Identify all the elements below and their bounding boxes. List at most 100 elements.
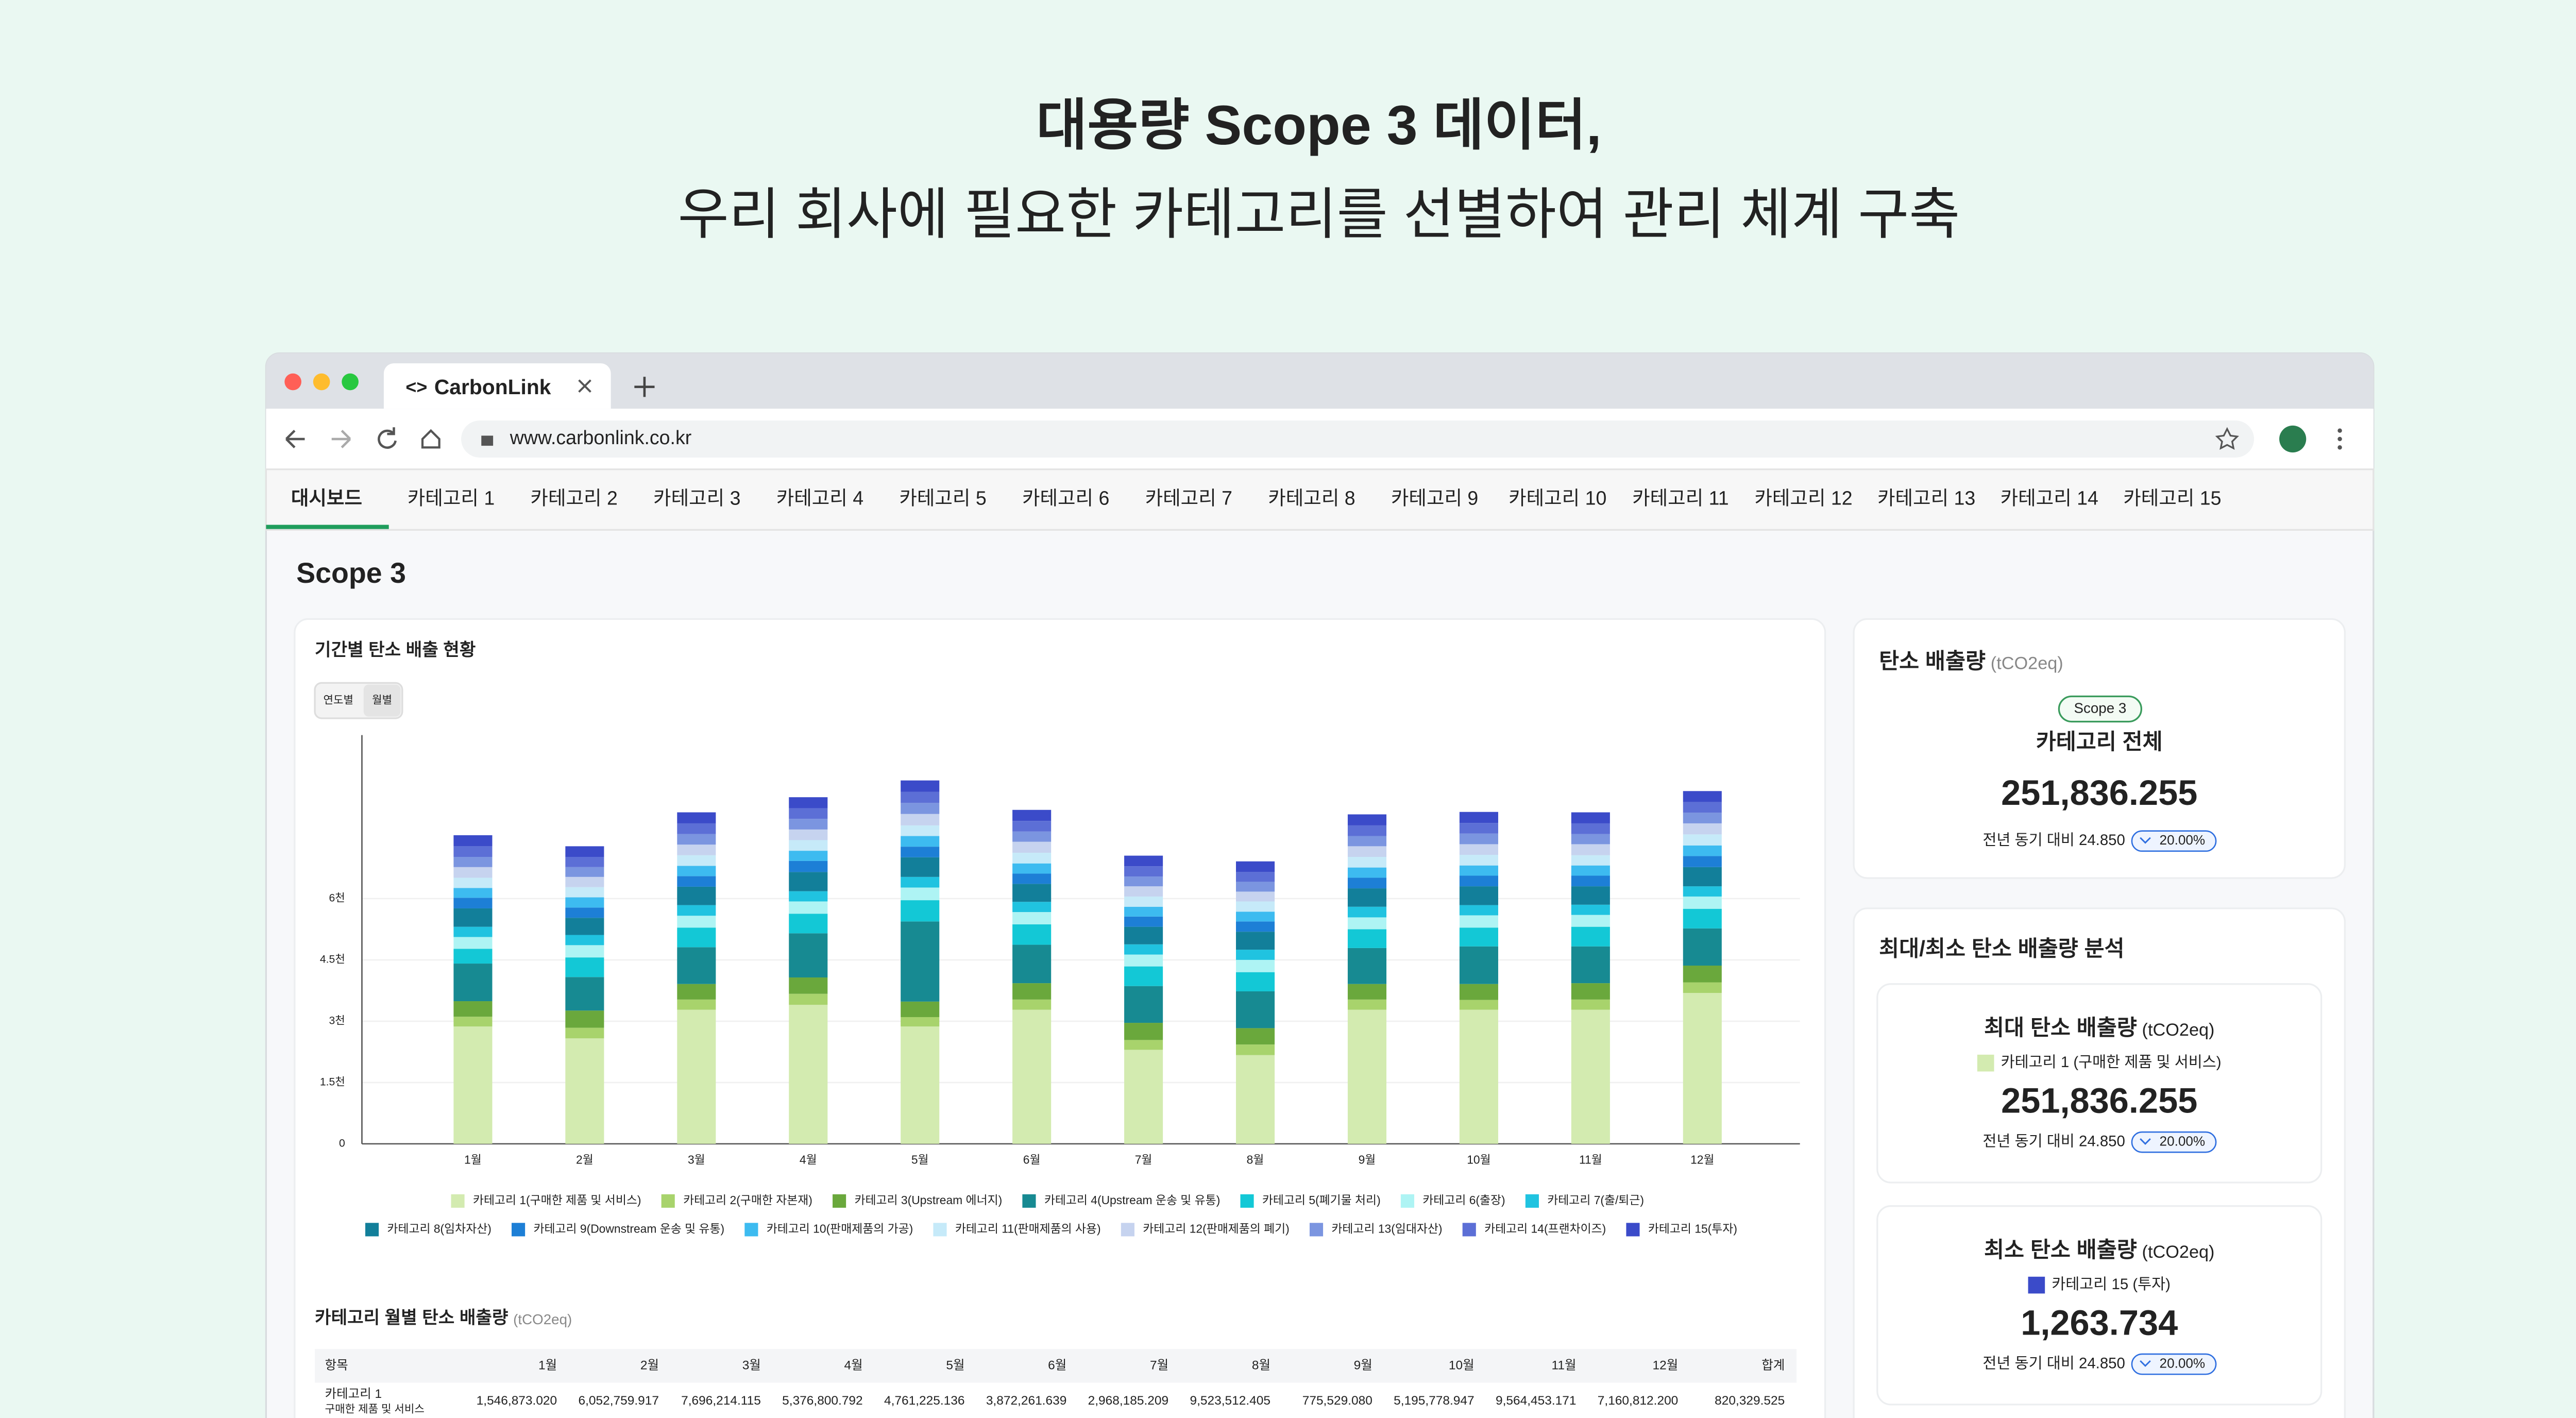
nav-tab[interactable]: 카테고리 6	[1022, 487, 1109, 509]
bar-segment	[1459, 833, 1498, 845]
nav-tab[interactable]: 카테고리 8	[1268, 487, 1355, 509]
profile-avatar[interactable]	[2279, 425, 2307, 453]
bar-segment	[1347, 999, 1387, 1010]
bar-segment	[1012, 831, 1052, 842]
bar-segment	[901, 857, 940, 877]
menu-dot[interactable]	[2337, 436, 2342, 442]
nav-tab[interactable]: 카테고리 13	[1877, 487, 1975, 509]
bar-segment	[1459, 886, 1498, 905]
new-tab[interactable]	[634, 377, 655, 397]
toggle-option[interactable]: 연도별	[324, 694, 354, 706]
bar-segment	[453, 846, 493, 857]
bar-segment	[453, 898, 493, 908]
y-tick-label: 1.5천	[320, 1075, 345, 1088]
zoom-dot[interactable]	[342, 373, 359, 391]
nav-tab[interactable]: 카테고리 3	[653, 487, 740, 509]
bar-segment	[901, 1017, 940, 1027]
table-header: 6월	[1048, 1358, 1066, 1372]
menu-dot[interactable]	[2337, 445, 2342, 450]
bar-segment	[1683, 908, 1722, 929]
bar-segment	[1235, 959, 1275, 972]
bar-segment	[1347, 1009, 1387, 1144]
browser-tab[interactable]	[383, 363, 611, 409]
toggle-active[interactable]	[363, 684, 401, 717]
bar-segment	[789, 797, 828, 808]
page-title: Scope 3	[296, 557, 406, 589]
table-header: 9월	[1354, 1358, 1372, 1372]
table-header: 합계	[1761, 1358, 1785, 1372]
home-button[interactable]	[421, 429, 440, 449]
bar-segment	[1124, 906, 1163, 917]
address-bar[interactable]	[461, 420, 2255, 458]
nav-tab[interactable]: 카테고리 7	[1145, 487, 1232, 509]
bar-segment	[1235, 861, 1275, 872]
nav-tab[interactable]: 카테고리 4	[776, 487, 863, 509]
legend-label: 카테고리 10(판매제품의 가공)	[767, 1222, 913, 1235]
minimize-dot[interactable]	[313, 373, 330, 391]
nav-tab[interactable]: 카테고리 11	[1632, 487, 1729, 509]
nav-tab[interactable]: 카테고리 1	[408, 487, 495, 509]
bar-segment	[1347, 825, 1387, 836]
bar-segment	[1571, 855, 1610, 866]
bar-segment	[1124, 986, 1163, 1023]
x-tick-label: 6월	[1023, 1153, 1041, 1167]
bar-segment	[1012, 809, 1052, 821]
bar-segment	[789, 851, 828, 861]
reload-button[interactable]	[378, 427, 397, 449]
bar-segment	[789, 914, 828, 934]
bar-segment	[453, 1017, 493, 1027]
bar-segment	[901, 1001, 940, 1017]
table-cell: 7,160,812.200	[1598, 1394, 1678, 1408]
nav-tab[interactable]: 대시보드	[291, 487, 362, 509]
bar-segment	[453, 908, 493, 927]
change-value: 20.00%	[2160, 832, 2206, 848]
table-header: 2월	[640, 1358, 659, 1372]
legend-label: 카테고리 2(구매한 자본재)	[683, 1193, 812, 1207]
table-cell: 7,696,214.115	[681, 1394, 761, 1408]
nav-tab[interactable]: 카테고리 14	[2001, 487, 2098, 509]
bar-segment	[1459, 1000, 1498, 1010]
row-name: 카테고리 1	[325, 1387, 382, 1401]
bar-segment	[1571, 946, 1610, 984]
nav-tab[interactable]: 카테고리 10	[1509, 487, 1606, 509]
change-value: 20.00%	[2160, 1355, 2206, 1371]
bar-segment	[677, 876, 716, 887]
bar-segment	[677, 823, 716, 834]
nav-tab[interactable]: 카테고리 15	[2123, 487, 2221, 509]
bookmark-star[interactable]	[2215, 427, 2239, 450]
nav-tab[interactable]: 카테고리 2	[530, 487, 617, 509]
bar-segment	[1683, 966, 1722, 983]
summary-card	[1853, 618, 2346, 879]
forward-button[interactable]	[331, 430, 351, 448]
analysis-cards: 최대 탄소 배출량 (tCO2eq)카테고리 1 (구매한 제품 및 서비스)25…	[1876, 983, 2323, 1406]
toggle-option[interactable]: 월별	[372, 694, 392, 706]
back-button[interactable]	[285, 430, 305, 448]
summary-value: 251,836.255	[2001, 773, 2197, 813]
bar-segment	[1683, 856, 1722, 867]
bar-segment	[453, 937, 493, 949]
legend-label: 카테고리 14(프랜차이즈)	[1484, 1222, 1606, 1235]
bar-segment	[1459, 812, 1498, 823]
x-tick-label: 4월	[800, 1153, 817, 1167]
bar-segment	[1347, 984, 1387, 1000]
close-dot[interactable]	[284, 373, 301, 391]
bar-segment	[1012, 853, 1052, 864]
bar-segment	[1012, 873, 1052, 884]
nav-tab[interactable]: 카테고리 9	[1391, 487, 1478, 509]
legend-label: 카테고리 8(임차자산)	[387, 1222, 491, 1235]
bar-segment	[789, 901, 828, 914]
bar-segment	[677, 1009, 716, 1144]
table-header: 7월	[1150, 1358, 1168, 1372]
nav-tab[interactable]: 카테고리 5	[899, 487, 986, 509]
legend-swatch	[933, 1223, 947, 1237]
table-cell: 9,523,512.405	[1190, 1394, 1270, 1408]
legend-swatch	[1400, 1194, 1414, 1208]
tab-close[interactable]	[578, 379, 591, 393]
bar-segment	[1459, 865, 1498, 876]
bar-segment	[1235, 921, 1275, 932]
bar-segment	[1235, 1028, 1275, 1045]
legend-label: 카테고리 6(출장)	[1422, 1193, 1505, 1207]
nav-tab[interactable]: 카테고리 12	[1754, 487, 1852, 509]
bar-segment	[901, 836, 940, 847]
menu-dot[interactable]	[2337, 428, 2342, 433]
